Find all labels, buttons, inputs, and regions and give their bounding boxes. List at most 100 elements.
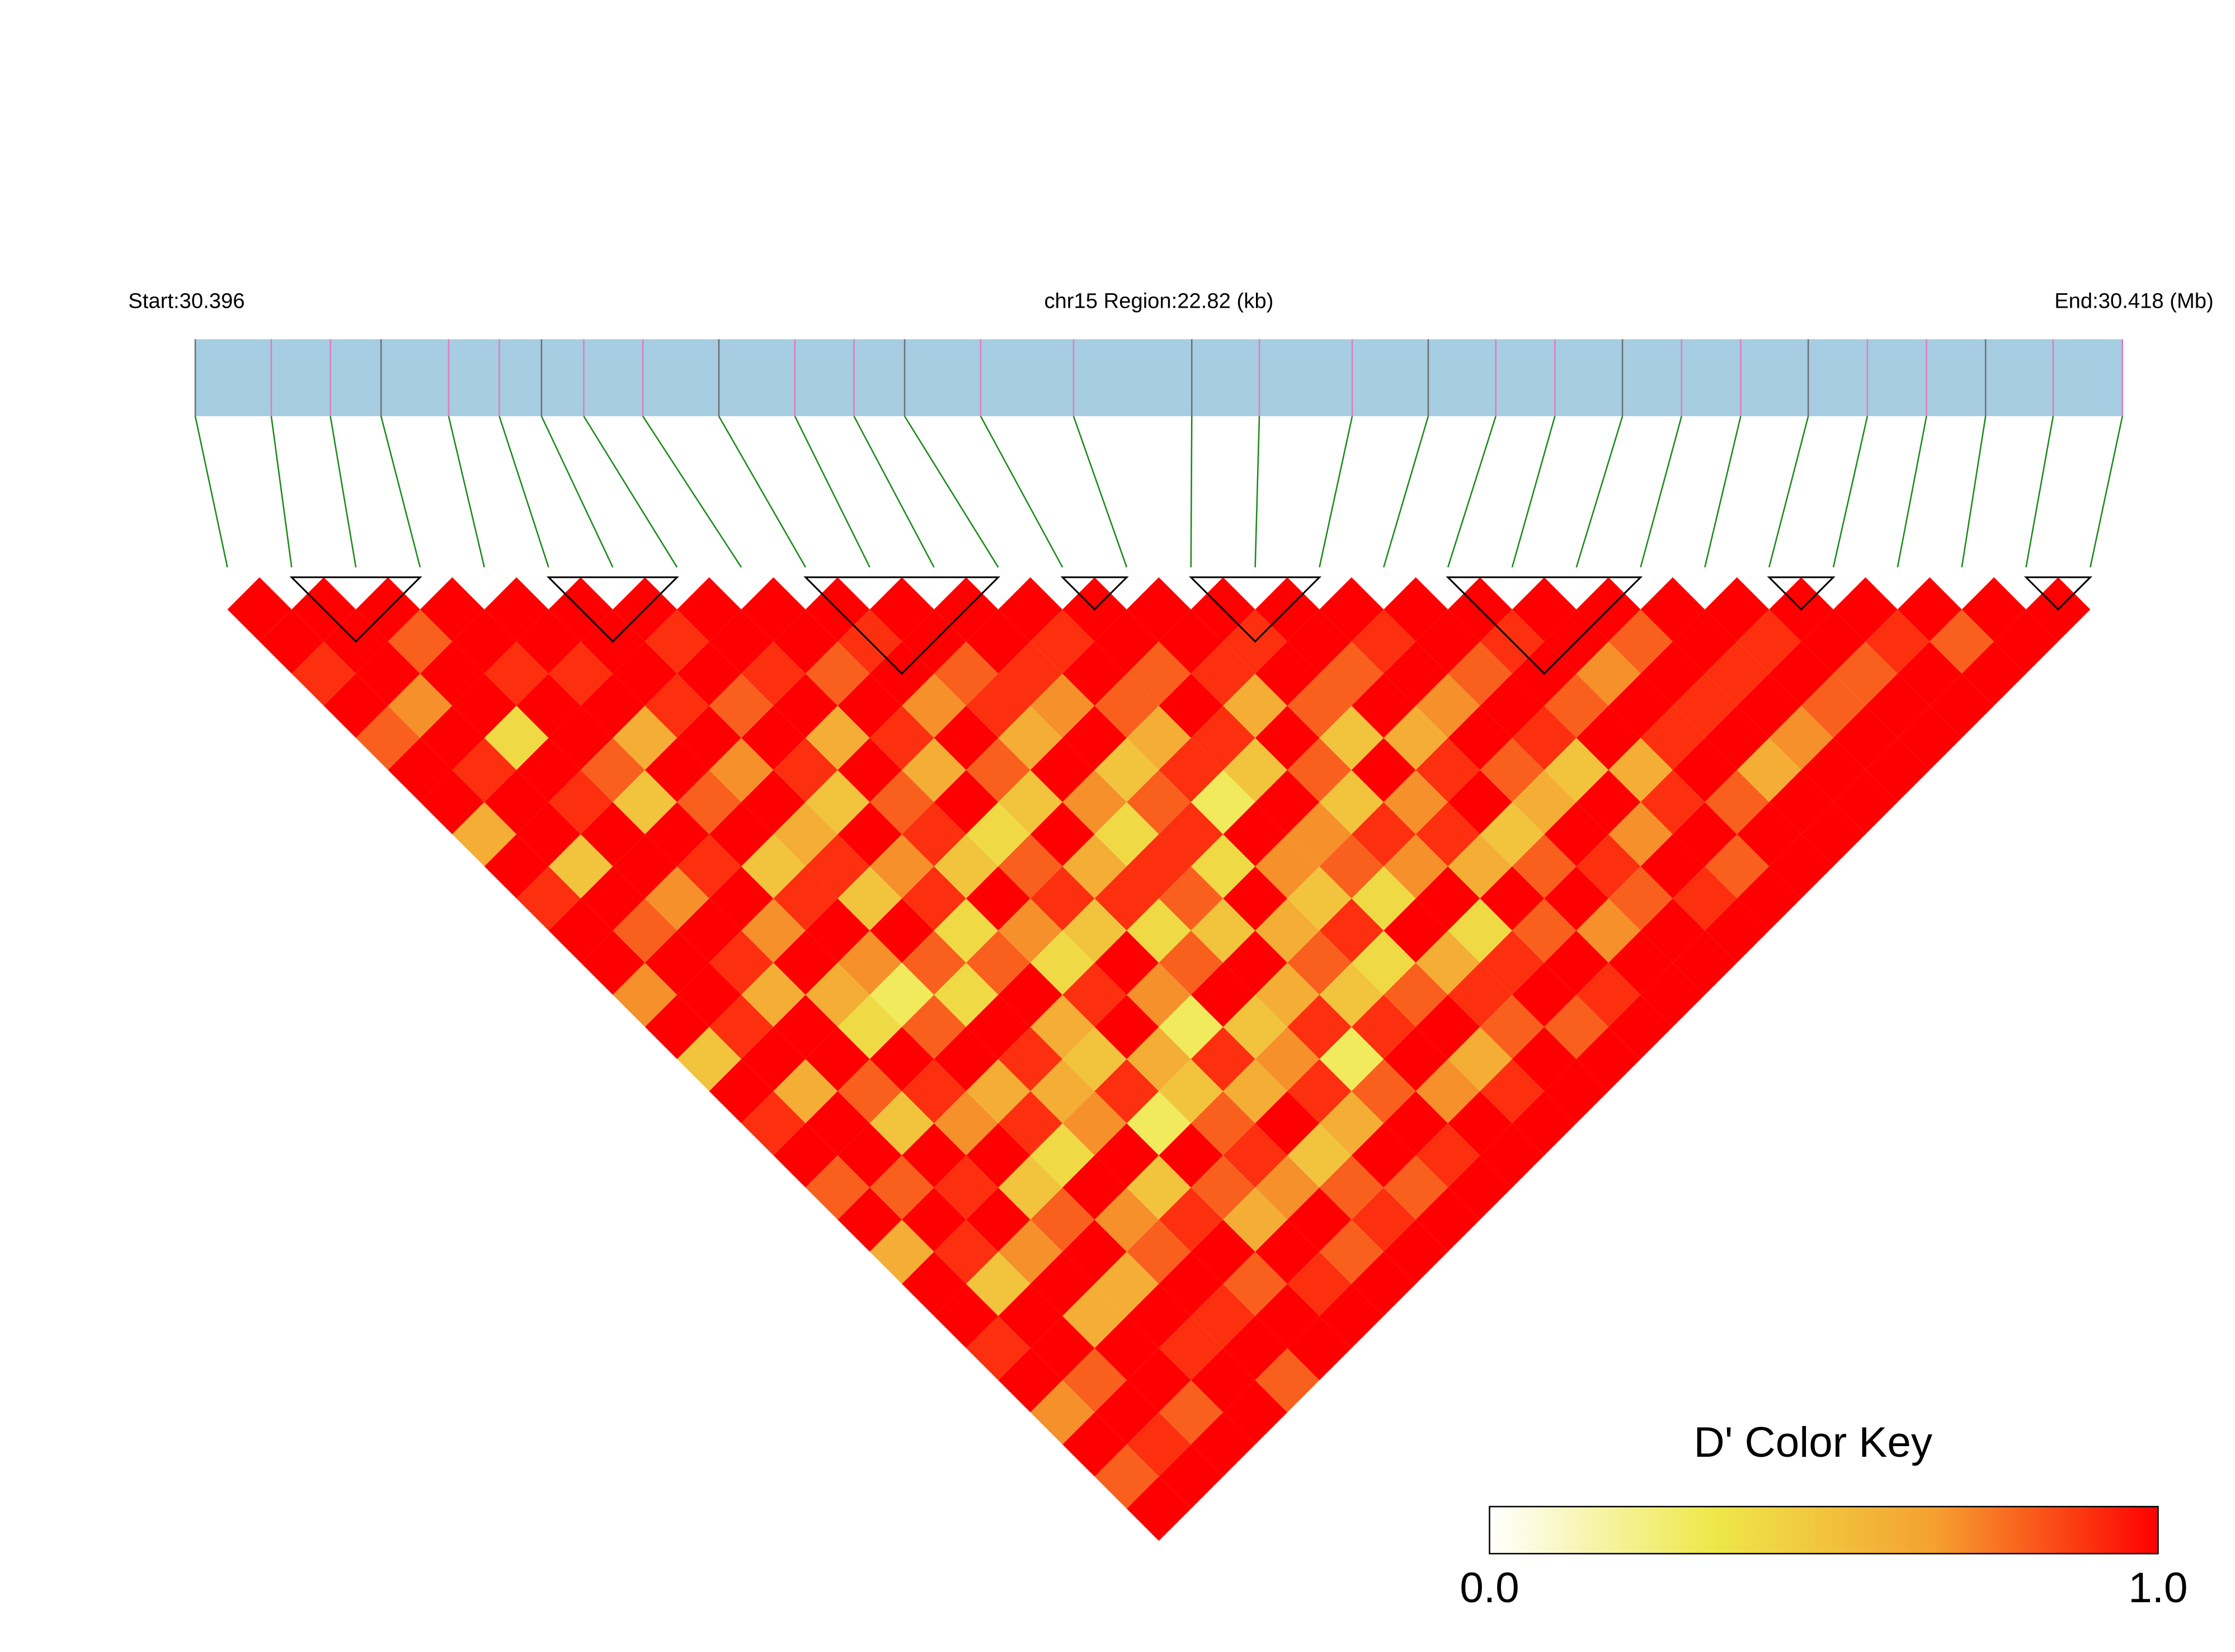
ld-cell bbox=[1512, 1027, 1577, 1091]
ld-cell bbox=[934, 898, 999, 963]
ld-cell bbox=[1769, 834, 1834, 899]
ld-cell bbox=[1480, 995, 1545, 1060]
ld-block bbox=[546, 576, 679, 643]
ld-cell bbox=[741, 962, 806, 1027]
ld-cell bbox=[1480, 737, 1545, 802]
ld-cell bbox=[1705, 770, 1770, 835]
ld-cell bbox=[1512, 705, 1577, 770]
ld-cell bbox=[1672, 609, 1737, 674]
snp-connector bbox=[1511, 416, 1556, 568]
ld-cell bbox=[741, 641, 806, 706]
ld-cell bbox=[1480, 1059, 1545, 1123]
colorbar-tick-label: 0.0 bbox=[1460, 1564, 1519, 1612]
ld-cell bbox=[1159, 802, 1224, 867]
ld-block bbox=[1189, 576, 1322, 643]
ld-cell bbox=[452, 609, 517, 674]
ld-cell bbox=[613, 962, 677, 1027]
snp-connector bbox=[448, 416, 485, 568]
start-label: Start:30.396 bbox=[128, 289, 244, 313]
ld-cell bbox=[1897, 705, 1962, 770]
ld-cell bbox=[1159, 866, 1224, 931]
ld-cell bbox=[998, 962, 1063, 1027]
ld-cell bbox=[1159, 1123, 1224, 1188]
ld-cell bbox=[1223, 866, 1288, 931]
snp-connector bbox=[1832, 416, 1869, 568]
ld-cell bbox=[998, 1283, 1063, 1348]
ld-cell bbox=[1223, 1251, 1288, 1316]
ld-cell bbox=[1576, 641, 1641, 706]
ld-cell bbox=[1415, 737, 1480, 802]
ld-cell bbox=[1544, 930, 1609, 995]
ld-cell bbox=[998, 770, 1063, 835]
snp-connector bbox=[904, 416, 999, 568]
ld-cell bbox=[1030, 1059, 1095, 1123]
ld-cell bbox=[998, 1027, 1063, 1091]
ld-cell bbox=[613, 705, 677, 770]
ld-cell bbox=[1030, 737, 1095, 802]
snp-connector bbox=[540, 416, 614, 568]
ld-cell bbox=[1191, 705, 1255, 770]
snp-connector bbox=[2090, 416, 2123, 568]
ld-cell bbox=[1544, 737, 1609, 802]
ld-cell bbox=[580, 802, 645, 867]
ld-cell bbox=[1415, 609, 1480, 674]
snp-connector bbox=[270, 416, 293, 568]
ld-cell bbox=[1191, 1220, 1255, 1284]
ld-cell bbox=[1930, 674, 1994, 738]
ld-cell bbox=[1576, 770, 1641, 835]
ld-cell bbox=[1415, 1187, 1480, 1252]
ld-cell bbox=[1994, 609, 2058, 674]
ld-cell bbox=[1191, 1412, 1255, 1477]
ld-cell bbox=[1576, 834, 1641, 899]
ld-cell bbox=[1512, 962, 1577, 1027]
ld-cell bbox=[1608, 802, 1673, 867]
ld-cell bbox=[1415, 995, 1480, 1060]
ld-cell bbox=[1608, 930, 1673, 995]
colorbar-title: D' Color Key bbox=[1694, 1419, 1933, 1466]
region-bar bbox=[195, 339, 2123, 416]
ld-cell bbox=[1223, 1316, 1288, 1381]
ld-cell bbox=[1126, 1476, 1191, 1541]
ld-cell bbox=[1191, 834, 1255, 899]
ld-cell bbox=[1640, 770, 1705, 835]
ld-cell bbox=[1191, 1091, 1255, 1156]
ld-cell bbox=[998, 1091, 1063, 1156]
ld-cell bbox=[1897, 577, 1962, 642]
ld-cell bbox=[1608, 609, 1673, 674]
ld-cell bbox=[1769, 641, 1834, 706]
ld-cell bbox=[1223, 1187, 1288, 1252]
ld-cell bbox=[613, 834, 677, 899]
ld-cell bbox=[1608, 674, 1673, 738]
ld-block bbox=[289, 576, 422, 643]
ld-cell bbox=[1672, 674, 1737, 738]
ld-cell bbox=[1705, 577, 1770, 642]
ld-cell bbox=[1159, 1059, 1224, 1123]
ld-cell bbox=[1415, 802, 1480, 867]
ld-cell bbox=[1223, 1380, 1288, 1445]
ld-cell bbox=[580, 930, 645, 995]
ld-cell bbox=[1705, 705, 1770, 770]
ld-cell bbox=[1191, 770, 1255, 835]
ld-cell bbox=[1480, 1123, 1545, 1188]
snp-connector bbox=[1768, 416, 1809, 568]
ld-cell bbox=[580, 866, 645, 931]
ld-cell bbox=[452, 674, 517, 738]
ld-cell bbox=[1801, 674, 1866, 738]
ld-cell bbox=[1640, 641, 1705, 706]
ld-cell bbox=[1640, 577, 1705, 642]
ld-cell bbox=[1223, 995, 1288, 1060]
ld-cell bbox=[323, 674, 388, 738]
ld-cell bbox=[1961, 641, 2026, 706]
ld-cell bbox=[1062, 1412, 1127, 1477]
snp-connector bbox=[2025, 416, 2054, 568]
ld-cell bbox=[741, 1091, 806, 1156]
ld-cell bbox=[613, 770, 677, 835]
snp-connector bbox=[1190, 416, 1193, 568]
ld-cell bbox=[291, 641, 356, 706]
ld-cell bbox=[998, 834, 1063, 899]
ld-cell bbox=[741, 1027, 806, 1091]
ld-cell bbox=[1705, 834, 1770, 899]
ld-cell bbox=[1448, 705, 1512, 770]
